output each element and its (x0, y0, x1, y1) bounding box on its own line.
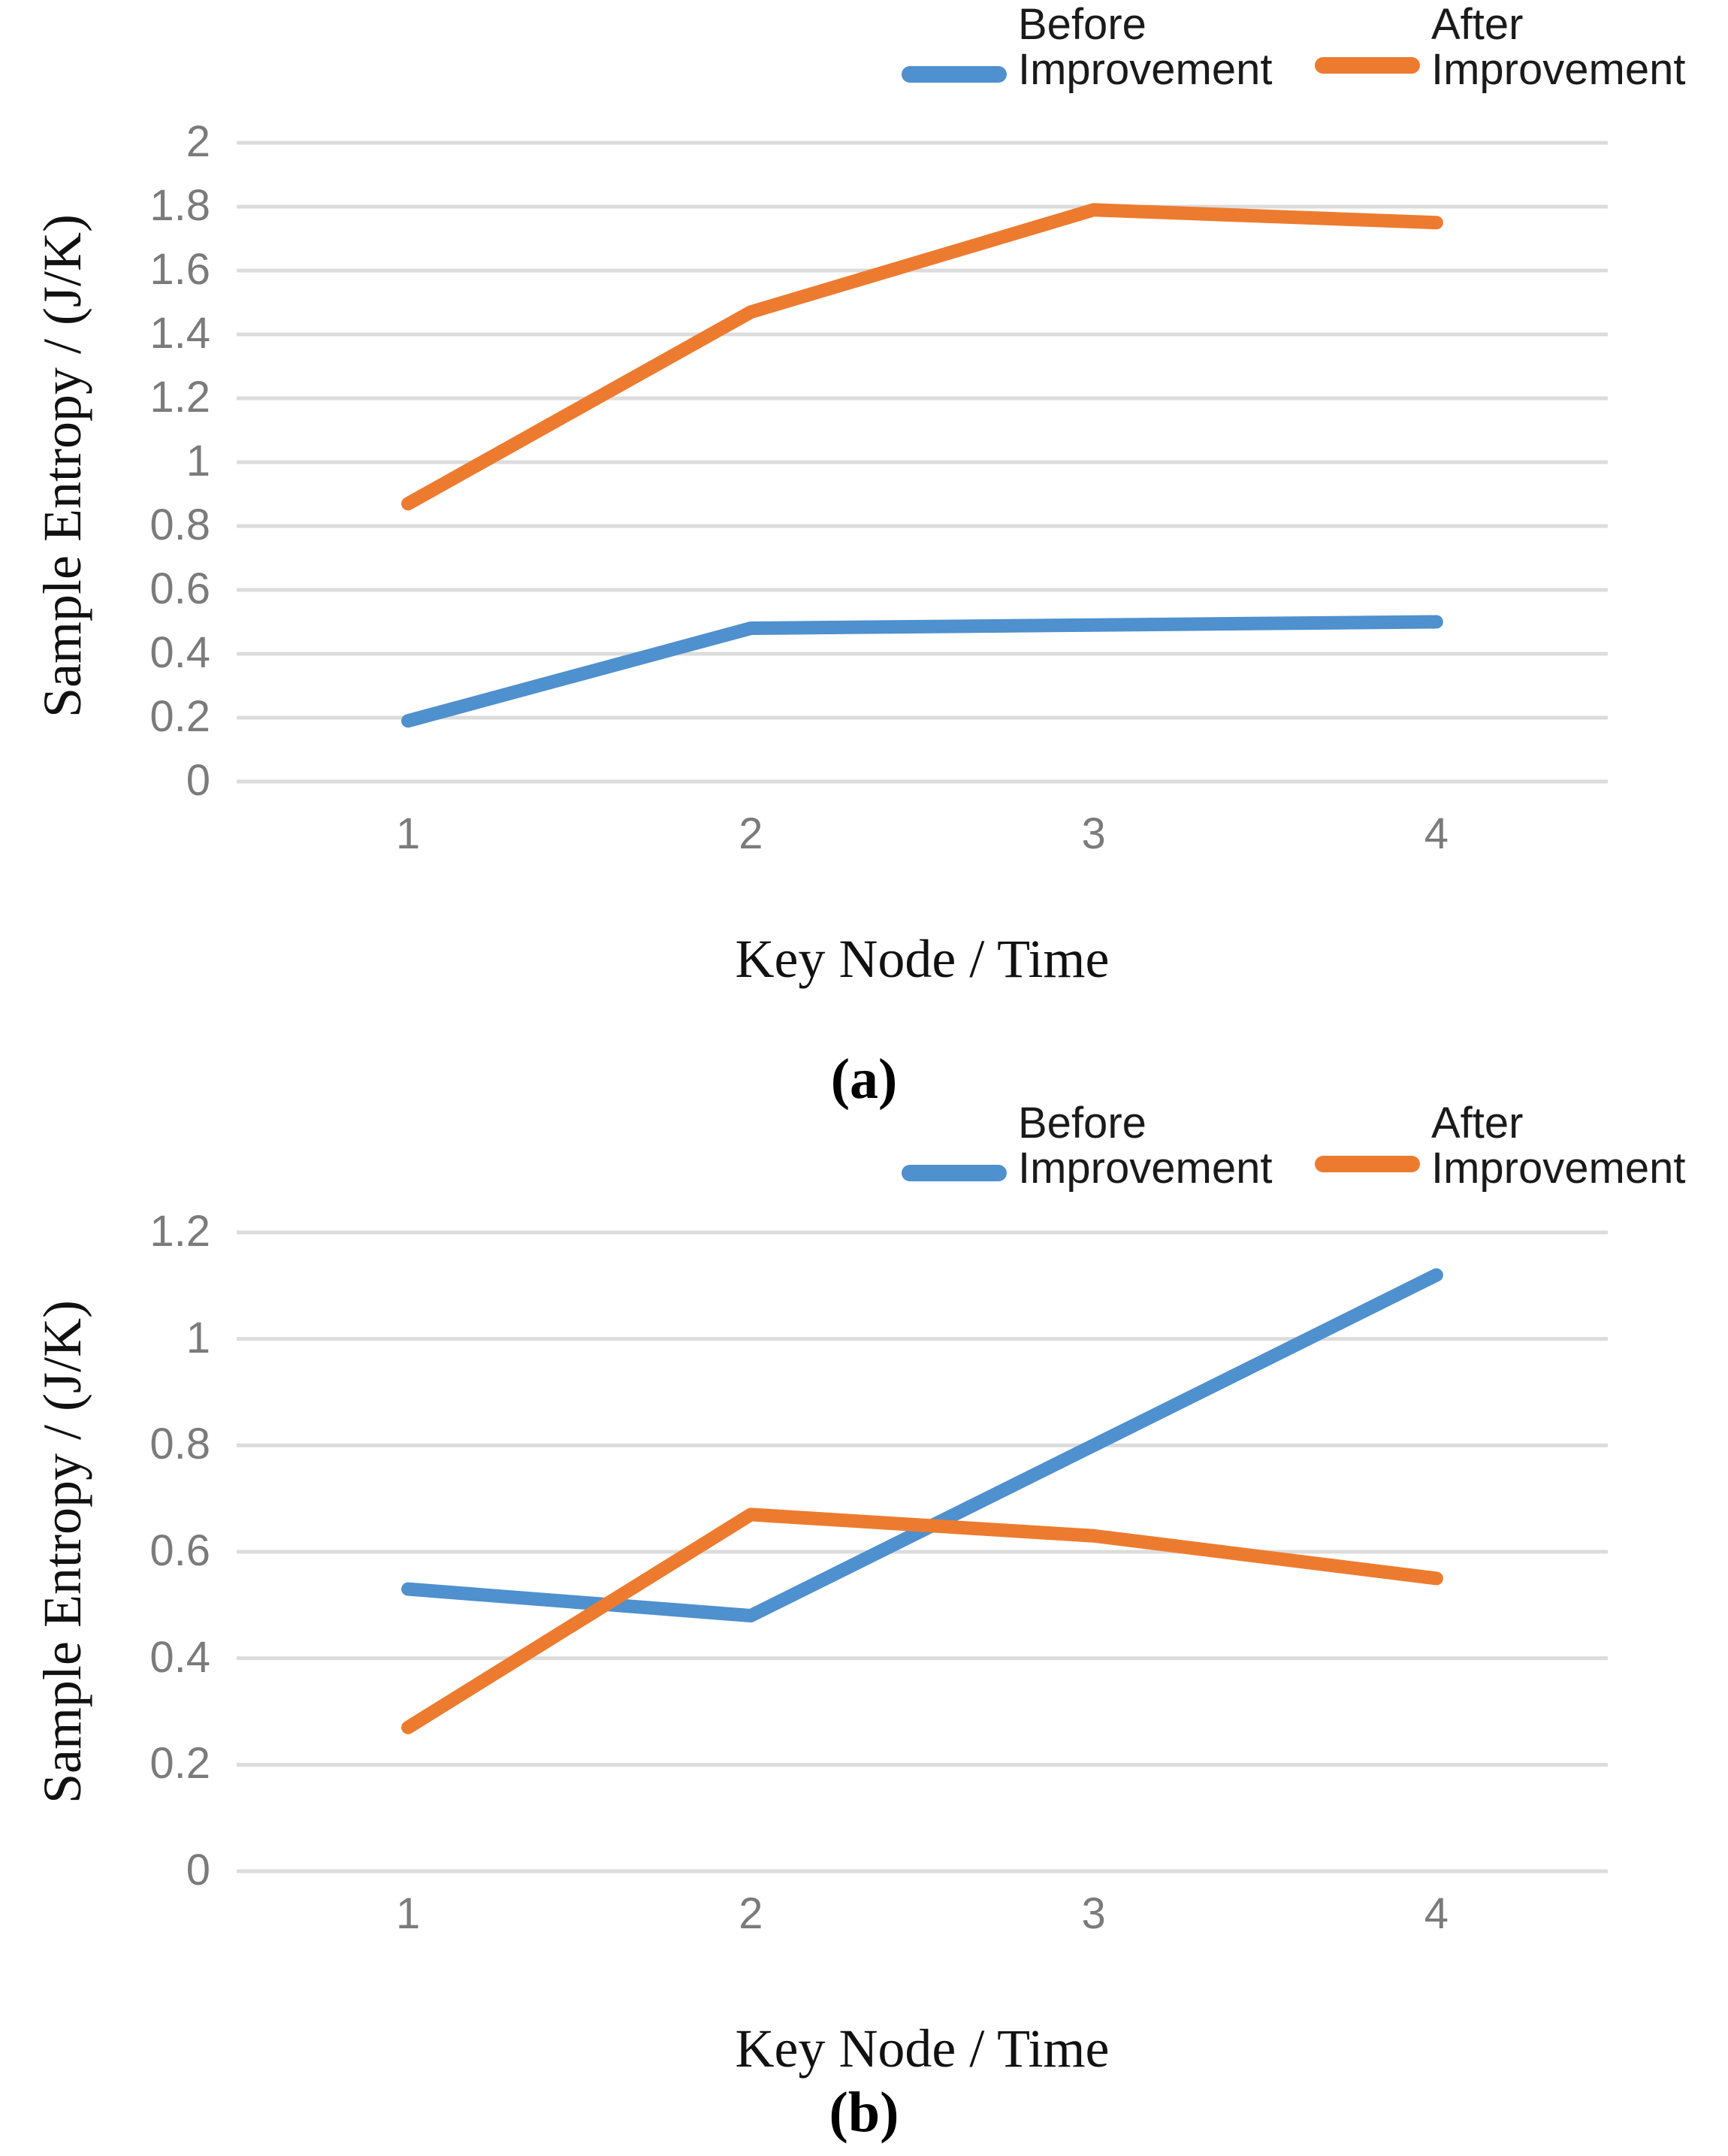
x-tick-label: 3 (1081, 1889, 1106, 1938)
legend-label-after: After Improvement (1431, 2, 1685, 92)
legend-label-line1: Before (1018, 1099, 1146, 1148)
x-tick-label: 3 (1081, 809, 1106, 858)
x-axis-title-a: Key Node / Time (735, 929, 1110, 989)
series-line-after-improvement (401, 1507, 1443, 1734)
legend-label-line1: Before (1018, 0, 1146, 49)
legend-label-before: Before Improvement (1018, 2, 1272, 92)
x-tick-label: 2 (739, 809, 763, 858)
legend-label-line1: After (1431, 1099, 1524, 1148)
legend-label-line1: After (1431, 0, 1524, 49)
legend-label-after: After Improvement (1431, 1101, 1685, 1191)
x-tick-label: 4 (1424, 1889, 1449, 1938)
series-line-before-improvement (401, 615, 1443, 728)
panel-caption-a: (a) (830, 1048, 898, 1111)
y-tick-label: 1 (186, 437, 210, 485)
y-tick-label: 0.2 (150, 692, 210, 741)
y-tick-label: 1.8 (150, 181, 210, 230)
x-tick-label: 4 (1424, 809, 1449, 858)
series-line-after-improvement (401, 203, 1443, 511)
y-tick-label: 0.8 (150, 500, 210, 549)
legend-label-line2: Improvement (1431, 45, 1686, 94)
y-tick-label: 1.2 (150, 373, 210, 422)
y-tick-label: 0.4 (150, 628, 210, 677)
plot-area-a (237, 141, 1608, 784)
legend-swatch-before-icon (902, 1165, 1007, 1181)
plot-area-b (237, 1230, 1608, 1873)
y-tick-label: 0.4 (150, 1632, 210, 1682)
y-tick-label: 2 (186, 117, 210, 166)
legend-label-line2: Improvement (1018, 45, 1273, 94)
y-tick-label: 0 (186, 1846, 210, 1894)
legend-swatch-after-icon (1315, 57, 1420, 74)
y-tick-label: 1.4 (150, 309, 210, 358)
y-tick-label: 0.6 (150, 564, 210, 613)
y-tick-label: 0.2 (150, 1739, 210, 1789)
y-tick-label: 0.8 (150, 1420, 210, 1469)
y-tick-label: 0 (186, 756, 210, 805)
legend-label-line2: Improvement (1018, 1144, 1273, 1193)
x-tick-label: 1 (395, 809, 421, 858)
legend-label-before: Before Improvement (1018, 1101, 1272, 1191)
legend-swatch-after-icon (1315, 1156, 1420, 1172)
y-axis-title-b: Sample Entropy / (J/K) (32, 1300, 92, 1804)
y-tick-label: 1.2 (150, 1207, 210, 1256)
panel-a: Before Improvement After Improvement 2 1.… (32, 2, 1685, 1111)
legend-swatch-before-icon (902, 66, 1007, 83)
legend-label-line2: Improvement (1431, 1144, 1686, 1193)
y-tick-label: 1.6 (150, 245, 210, 294)
x-tick-label: 2 (739, 1889, 763, 1938)
x-tick-label: 1 (395, 1889, 421, 1938)
panel-b: Before Improvement After Improvement 1.2… (0, 1097, 1728, 2156)
y-tick-label: 0.6 (150, 1526, 210, 1575)
y-tick-label: 1 (186, 1313, 210, 1362)
x-axis-title-b: Key Node / Time (735, 2018, 1110, 2079)
panel-caption-b: (b) (829, 2081, 899, 2144)
y-axis-title-a: Sample Entropy / (J/K) (32, 214, 92, 718)
